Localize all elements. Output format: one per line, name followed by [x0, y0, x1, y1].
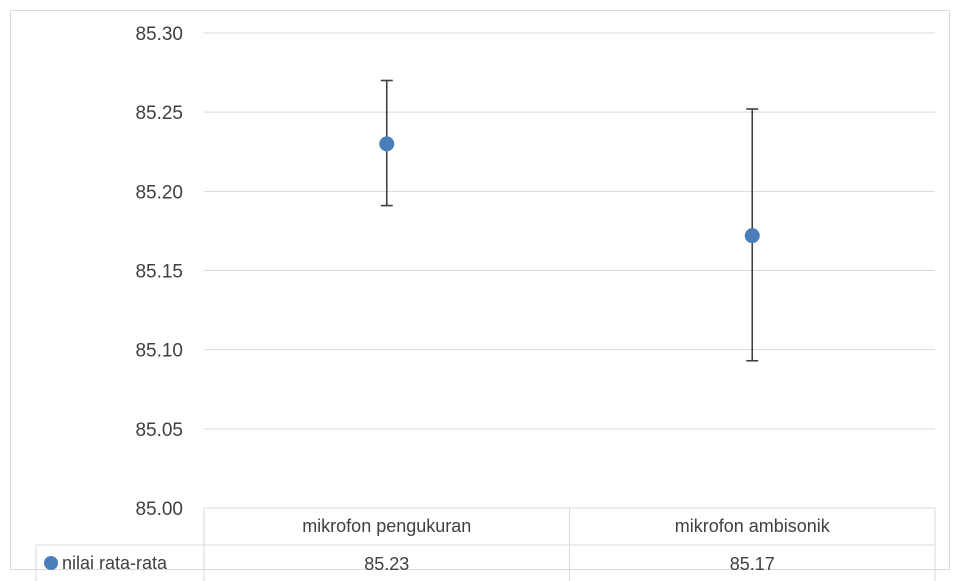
y-tick-label: 85.30 [135, 24, 183, 45]
y-tick-label: 85.05 [135, 420, 183, 441]
y-tick-label: 85.10 [135, 341, 183, 362]
table-value: 85.23 [364, 554, 409, 574]
legend-label: nilai rata-rata [62, 553, 168, 573]
y-tick-label: 85.25 [135, 103, 183, 124]
y-tick-label: 85.00 [135, 499, 183, 520]
y-tick-label: 85.20 [135, 182, 183, 203]
data-table: mikrofon pengukuran mikrofon ambisonik nil… [35, 507, 936, 581]
legend-marker [44, 556, 58, 570]
category-label: mikrofon pengukuran [302, 516, 471, 536]
chart-frame [10, 10, 950, 570]
series-nilai-rata-rata [379, 79, 760, 362]
category-label: mikrofon ambisonik [675, 516, 831, 536]
y-axis-ticks: 85.00 85.05 85.10 85.15 85.20 85.25 85.30 [135, 24, 183, 520]
gridlines [204, 32, 935, 430]
y-tick-label: 85.15 [135, 262, 183, 283]
data-point [379, 136, 395, 152]
data-point [744, 228, 760, 244]
table-value: 85.17 [730, 554, 775, 574]
